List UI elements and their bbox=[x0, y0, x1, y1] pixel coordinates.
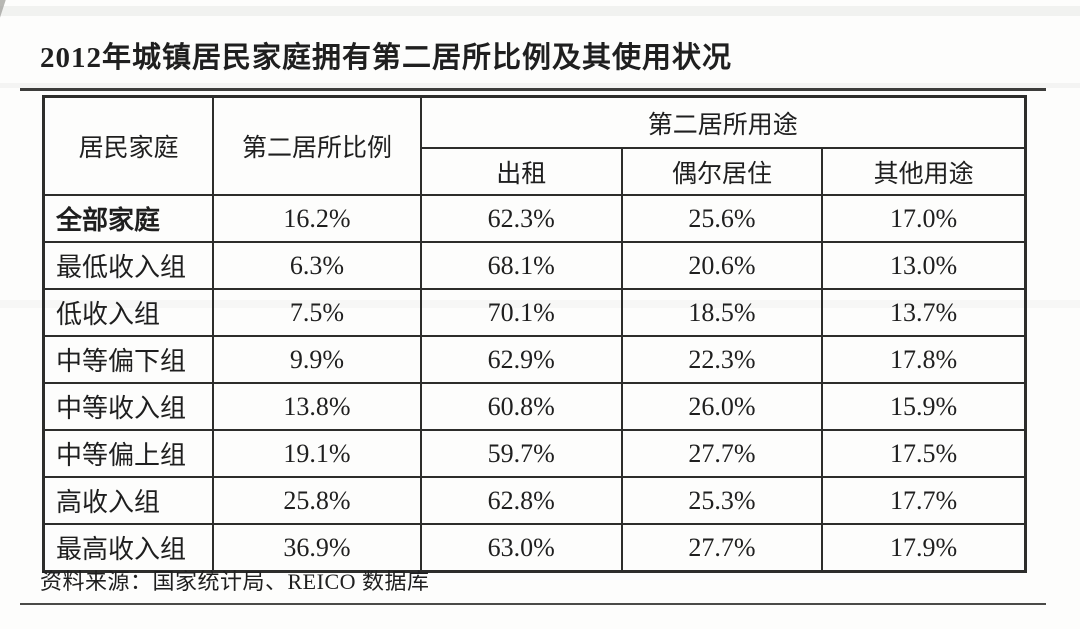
table-row: 中等偏上组 19.1% 59.7% 27.7% 17.5% bbox=[42, 429, 1027, 478]
row-label: 全部家庭 bbox=[42, 194, 215, 243]
value-cell: 25.3% bbox=[620, 476, 824, 525]
value-cell: 6.3% bbox=[212, 241, 422, 290]
value-cell: 22.3% bbox=[620, 335, 824, 384]
value-cell: 25.8% bbox=[212, 476, 422, 525]
value-cell: 18.5% bbox=[620, 288, 824, 337]
title-underline bbox=[20, 88, 1046, 91]
bottom-rule bbox=[20, 603, 1046, 605]
value-cell: 17.0% bbox=[821, 194, 1027, 243]
value-cell: 15.9% bbox=[821, 382, 1027, 431]
value-cell: 16.2% bbox=[212, 194, 422, 243]
row-label: 中等偏下组 bbox=[42, 335, 215, 384]
source-note: 资料来源：国家统计局、REICO 数据库 bbox=[40, 569, 430, 594]
row-label: 最高收入组 bbox=[42, 523, 215, 573]
value-cell: 62.3% bbox=[419, 194, 623, 243]
value-cell: 25.6% bbox=[620, 194, 824, 243]
value-cell: 9.9% bbox=[212, 335, 422, 384]
value-cell: 27.7% bbox=[620, 429, 824, 478]
row-label: 最低收入组 bbox=[42, 241, 215, 290]
header-resident-family: 居民家庭 bbox=[42, 95, 215, 196]
value-cell: 62.9% bbox=[419, 335, 623, 384]
table-row: 高收入组 25.8% 62.8% 25.3% 17.7% bbox=[42, 476, 1027, 525]
value-cell: 17.8% bbox=[821, 335, 1027, 384]
header-second-residence-ratio: 第二居所比例 bbox=[212, 95, 422, 196]
value-cell: 27.7% bbox=[620, 523, 824, 573]
second-residence-table: 居民家庭 第二居所比例 第二居所用途 出租 偶尔居住 其他用途 全部家庭 16.2… bbox=[42, 95, 1027, 573]
value-cell: 13.8% bbox=[212, 382, 422, 431]
row-label: 中等收入组 bbox=[42, 382, 215, 431]
value-cell: 17.7% bbox=[821, 476, 1027, 525]
value-cell: 7.5% bbox=[212, 288, 422, 337]
row-label: 高收入组 bbox=[42, 476, 215, 525]
table-row: 最高收入组 36.9% 63.0% 27.7% 17.9% bbox=[42, 523, 1027, 573]
value-cell: 26.0% bbox=[620, 382, 824, 431]
value-cell: 60.8% bbox=[419, 382, 623, 431]
value-cell: 63.0% bbox=[419, 523, 623, 573]
table-row: 低收入组 7.5% 70.1% 18.5% 13.7% bbox=[42, 288, 1027, 337]
value-cell: 17.5% bbox=[821, 429, 1027, 478]
value-cell: 36.9% bbox=[212, 523, 422, 573]
header-usage-occasional: 偶尔居住 bbox=[620, 147, 824, 196]
value-cell: 70.1% bbox=[419, 288, 623, 337]
header-usage-rent: 出租 bbox=[419, 147, 623, 196]
table-body: 全部家庭 16.2% 62.3% 25.6% 17.0% 最低收入组 6.3% 68.1% 20… bbox=[42, 194, 1027, 573]
header-usage-group: 第二居所用途 bbox=[419, 95, 1027, 149]
scan-edge-artifact bbox=[0, 0, 8, 29]
value-cell: 13.0% bbox=[821, 241, 1027, 290]
table-title: 2012年城镇居民家庭拥有第二居所比例及其使用状况 bbox=[40, 42, 733, 74]
value-cell: 68.1% bbox=[419, 241, 623, 290]
scan-streak bbox=[0, 6, 1080, 16]
row-label: 低收入组 bbox=[42, 288, 215, 337]
row-label: 中等偏上组 bbox=[42, 429, 215, 478]
header-usage-other: 其他用途 bbox=[821, 147, 1027, 196]
value-cell: 62.8% bbox=[419, 476, 623, 525]
table-row: 中等偏下组 9.9% 62.9% 22.3% 17.8% bbox=[42, 335, 1027, 384]
value-cell: 17.9% bbox=[821, 523, 1027, 573]
value-cell: 19.1% bbox=[212, 429, 422, 478]
table-row: 全部家庭 16.2% 62.3% 25.6% 17.0% bbox=[42, 194, 1027, 243]
value-cell: 59.7% bbox=[419, 429, 623, 478]
value-cell: 20.6% bbox=[620, 241, 824, 290]
table-row: 中等收入组 13.8% 60.8% 26.0% 15.9% bbox=[42, 382, 1027, 431]
table-row: 最低收入组 6.3% 68.1% 20.6% 13.0% bbox=[42, 241, 1027, 290]
value-cell: 13.7% bbox=[821, 288, 1027, 337]
